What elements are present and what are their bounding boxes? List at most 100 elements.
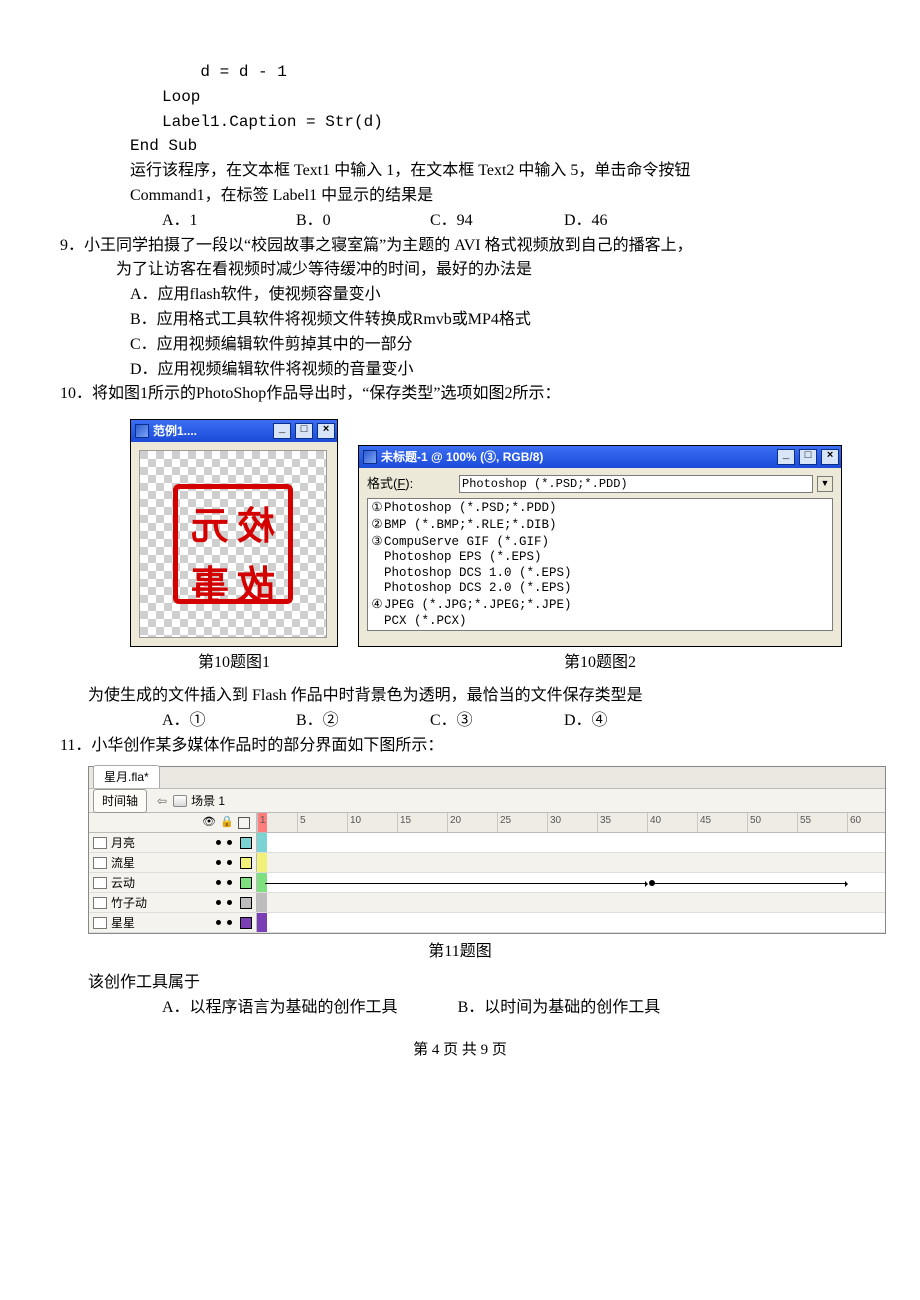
scene-indicator[interactable]: 场景 1 xyxy=(173,792,225,811)
layer-header-icons: 👁 🔒 xyxy=(89,813,257,832)
lock-icon[interactable]: 🔒 xyxy=(220,816,234,830)
seal-char: 校 xyxy=(233,498,279,557)
app-icon xyxy=(135,424,149,438)
layer-icon xyxy=(93,897,107,909)
layer-color-swatch[interactable] xyxy=(240,897,252,909)
visibility-dot[interactable] xyxy=(216,860,221,865)
q9-stem: 9．小王同学拍摄了一段以“校园故事之寝室篇”为主题的 AVI 格式视频放到自己的… xyxy=(88,234,860,259)
ruler-row: 👁 🔒 151015202530354045505560 xyxy=(89,813,885,833)
lock-dot[interactable] xyxy=(227,860,232,865)
dropdown-icon[interactable]: ▼ xyxy=(817,476,833,492)
layer-color-swatch[interactable] xyxy=(240,917,252,929)
layer-cell[interactable]: 星星 xyxy=(89,913,257,932)
format-option[interactable]: ①Photoshop (*.PSD;*.PDD) xyxy=(370,500,830,517)
format-option[interactable]: Photoshop EPS (*.EPS) xyxy=(370,550,830,566)
outline-icon[interactable] xyxy=(238,817,250,829)
option-a: A．以程序语言为基础的创作工具 xyxy=(162,996,398,1021)
ruler-tick: 35 xyxy=(597,813,611,832)
minimize-button[interactable]: _ xyxy=(777,449,795,465)
back-arrow-icon[interactable]: ⇦ xyxy=(157,792,167,811)
lock-dot[interactable] xyxy=(227,920,232,925)
fig1-caption: 第10题图1 xyxy=(130,651,338,676)
layer-cell[interactable]: 云动 xyxy=(89,873,257,892)
layer-track[interactable] xyxy=(257,893,885,912)
layer-row[interactable]: 流星 xyxy=(89,853,885,873)
format-selected: Photoshop (*.PSD;*.PDD) xyxy=(462,475,628,494)
maximize-button[interactable]: □ xyxy=(295,423,313,439)
app-icon xyxy=(363,450,377,464)
layer-color-swatch[interactable] xyxy=(240,857,252,869)
option-c: C．③ xyxy=(430,709,560,734)
layer-cell[interactable]: 竹子动 xyxy=(89,893,257,912)
code-line: Loop xyxy=(162,85,860,110)
option-a: A．① xyxy=(162,709,292,734)
doc-tab-row: 星月.fla* xyxy=(89,767,885,789)
ruler-tick: 15 xyxy=(397,813,411,832)
lock-dot[interactable] xyxy=(227,880,232,885)
option-d: D．④ xyxy=(564,709,694,734)
q10-figures: 范例1.... _ □ × 元 校 事 故 未标题-1 xyxy=(130,419,860,647)
layer-cell[interactable]: 流星 xyxy=(89,853,257,872)
frame-ruler[interactable]: 151015202530354045505560 xyxy=(257,813,885,832)
q11-figcap: 第11题图 xyxy=(60,940,860,965)
page-number: 第 4 页 共 9 页 xyxy=(60,1039,860,1062)
format-option[interactable]: ④JPEG (*.JPG;*.JPEG;*.JPE) xyxy=(370,597,830,614)
doc-tab[interactable]: 星月.fla* xyxy=(93,765,160,789)
titlebar[interactable]: 范例1.... _ □ × xyxy=(131,420,337,442)
layer-name: 云动 xyxy=(111,874,212,893)
visibility-dot[interactable] xyxy=(216,920,221,925)
layer-color-swatch[interactable] xyxy=(240,837,252,849)
close-button[interactable]: × xyxy=(821,449,839,465)
format-combo[interactable]: Photoshop (*.PSD;*.PDD) xyxy=(459,475,813,493)
layer-row[interactable]: 云动 xyxy=(89,873,885,893)
lock-dot[interactable] xyxy=(227,900,232,905)
ruler-tick: 1 xyxy=(257,813,266,832)
ruler-tick: 5 xyxy=(297,813,306,832)
layer-row[interactable]: 月亮 xyxy=(89,833,885,853)
save-as-dialog: 未标题-1 @ 100% (③, RGB/8) _ □ × 格式(F): Pho… xyxy=(358,445,842,647)
option-a: A．应用flash软件，使视频容量变小 xyxy=(130,283,860,308)
minimize-button[interactable]: _ xyxy=(273,423,291,439)
format-option[interactable]: ③CompuServe GIF (*.GIF) xyxy=(370,534,830,551)
option-c: C．应用视频编辑软件剪掉其中的一部分 xyxy=(130,333,860,358)
lock-dot[interactable] xyxy=(227,840,232,845)
seal-graphic: 元 校 事 故 xyxy=(173,484,293,604)
q10-stem: 10．将如图1所示的PhotoShop作品导出时，“保存类型”选项如图2所示： xyxy=(88,382,860,407)
layer-toggles xyxy=(216,837,252,849)
visibility-dot[interactable] xyxy=(216,840,221,845)
layer-track[interactable] xyxy=(257,833,885,852)
toolbar-row: 时间轴 ⇦ 场景 1 xyxy=(89,789,885,813)
layer-toggles xyxy=(216,897,252,909)
format-listbox[interactable]: ①Photoshop (*.PSD;*.PDD)②BMP (*.BMP;*.RL… xyxy=(367,498,833,631)
window-body: 元 校 事 故 xyxy=(131,442,337,646)
layer-track[interactable] xyxy=(257,853,885,872)
fig2-caption: 第10题图2 xyxy=(358,651,842,676)
timeline-button[interactable]: 时间轴 xyxy=(93,789,147,814)
frame-1-cell xyxy=(257,833,267,852)
layer-toggles xyxy=(216,857,252,869)
layer-name: 竹子动 xyxy=(111,894,212,913)
layer-color-swatch[interactable] xyxy=(240,877,252,889)
code-line: End Sub xyxy=(130,137,197,155)
format-option[interactable]: ②BMP (*.BMP;*.RLE;*.DIB) xyxy=(370,517,830,534)
format-option[interactable]: Photoshop DCS 1.0 (*.EPS) xyxy=(370,566,830,582)
layer-row[interactable]: 竹子动 xyxy=(89,893,885,913)
close-button[interactable]: × xyxy=(317,423,335,439)
layer-name: 流星 xyxy=(111,854,212,873)
run-description: 运行该程序，在文本框 Text1 中输入 1，在文本框 Text2 中输入 5，… xyxy=(130,159,860,209)
maximize-button[interactable]: □ xyxy=(799,449,817,465)
layer-track[interactable] xyxy=(257,873,885,892)
eye-icon[interactable]: 👁 xyxy=(202,816,216,830)
layer-cell[interactable]: 月亮 xyxy=(89,833,257,852)
seal-char: 元 xyxy=(187,498,233,557)
format-option[interactable]: PCX (*.PCX) xyxy=(370,614,830,630)
titlebar[interactable]: 未标题-1 @ 100% (③, RGB/8) _ □ × xyxy=(359,446,841,468)
layer-row[interactable]: 星星 xyxy=(89,913,885,933)
ruler-tick: 20 xyxy=(447,813,461,832)
format-option[interactable]: Photoshop DCS 2.0 (*.EPS) xyxy=(370,581,830,597)
visibility-dot[interactable] xyxy=(216,880,221,885)
code-block: d = d - 1 Loop Label1.Caption = Str(d) xyxy=(162,60,860,134)
q9-stem-line2: 为了让访客在看视频时减少等待缓冲的时间，最好的办法是 xyxy=(116,258,860,283)
visibility-dot[interactable] xyxy=(216,900,221,905)
layer-track[interactable] xyxy=(257,913,885,932)
